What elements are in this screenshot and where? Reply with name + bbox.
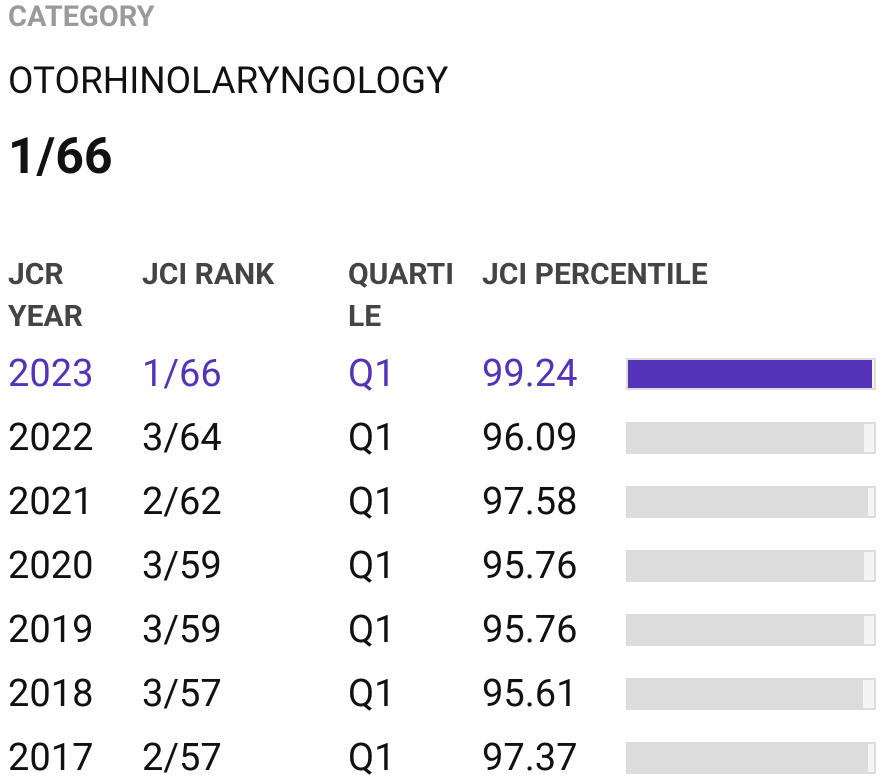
quartile-cell: Q1: [348, 672, 396, 716]
quartile-cell: Q1: [348, 736, 396, 780]
year-cell: 2019: [8, 608, 94, 652]
category-label: CATEGORY: [8, 0, 155, 34]
year-cell: 2022: [8, 416, 94, 460]
category-rank: 1/66: [8, 128, 113, 186]
year-cell: 2018: [8, 672, 94, 716]
year-cell: 2017: [8, 736, 94, 780]
percentile-cell: 95.61: [482, 672, 578, 716]
percentile-bar: [628, 616, 864, 644]
year-cell: 2021: [8, 480, 94, 524]
percentile-cell: 96.09: [482, 416, 578, 460]
percentile-track: [626, 742, 876, 774]
percentile-bar: [628, 360, 873, 388]
percentile-bar: [628, 424, 865, 452]
percentile-track: [626, 678, 876, 710]
rank-cell: 2/57: [142, 736, 222, 780]
quartile-cell: Q1: [348, 480, 396, 524]
percentile-bar: [628, 744, 868, 772]
percentile-bar: [628, 552, 864, 580]
percentile-cell: 97.37: [482, 736, 578, 780]
rank-cell: 3/57: [142, 672, 222, 716]
rank-cell: 3/64: [142, 416, 222, 460]
category-name: OTORHINOLARYNGOLOGY: [8, 60, 449, 103]
column-header: JCI RANK: [142, 257, 275, 292]
rank-cell: 3/59: [142, 544, 222, 588]
percentile-cell: 95.76: [482, 608, 578, 652]
percentile-cell: 99.24: [482, 352, 578, 396]
quartile-cell: Q1: [348, 608, 396, 652]
percentile-bar: [628, 680, 864, 708]
year-cell: 2020: [8, 544, 94, 588]
percentile-cell: 95.76: [482, 544, 578, 588]
rank-cell: 2/62: [142, 480, 222, 524]
percentile-track: [626, 614, 876, 646]
year-cell: 2023: [8, 352, 94, 396]
column-header: QUARTILE: [348, 257, 455, 334]
quartile-cell: Q1: [348, 352, 396, 396]
percentile-track: [626, 550, 876, 582]
rank-cell: 1/66: [142, 352, 222, 396]
rank-cell: 3/59: [142, 608, 222, 652]
percentile-track: [626, 358, 876, 390]
quartile-cell: Q1: [348, 416, 396, 460]
percentile-track: [626, 486, 876, 518]
percentile-cell: 97.58: [482, 480, 578, 524]
quartile-cell: Q1: [348, 544, 396, 588]
percentile-bar: [628, 488, 869, 516]
percentile-track: [626, 422, 876, 454]
column-header: JCR YEAR: [8, 257, 83, 334]
column-header: JCI PERCENTILE: [482, 257, 708, 292]
